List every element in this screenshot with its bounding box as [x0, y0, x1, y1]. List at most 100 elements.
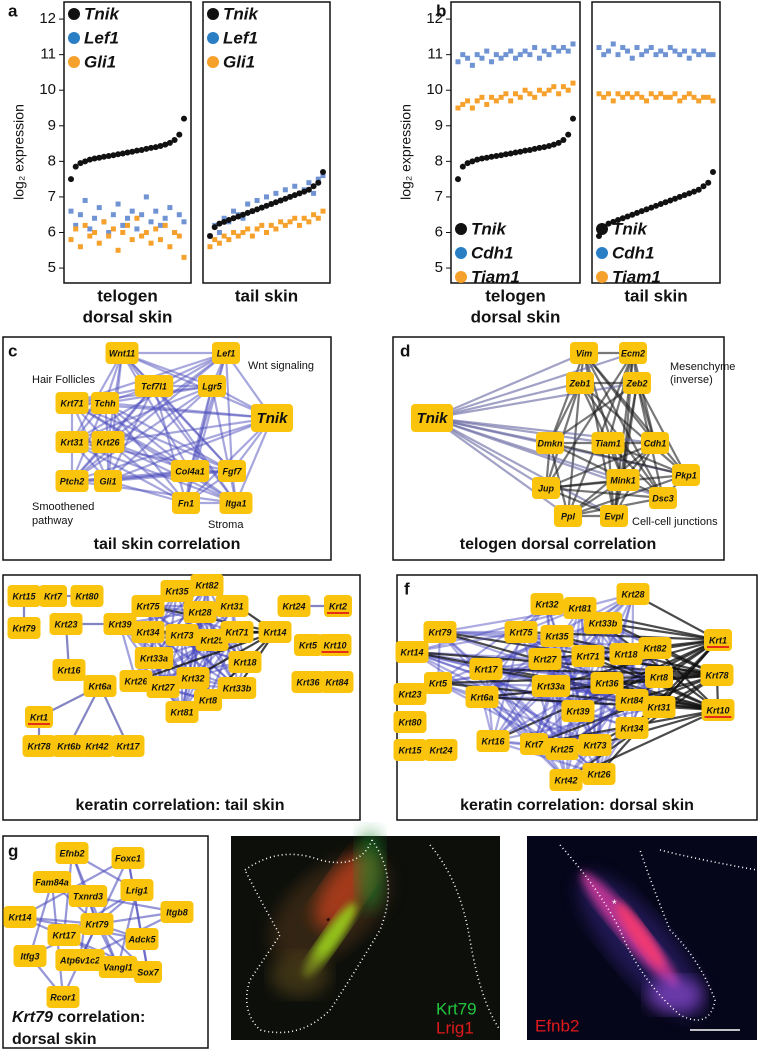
- node-label: Fn1: [178, 498, 194, 508]
- legend-swatch: [207, 56, 219, 68]
- y-tick-label: 7: [48, 188, 56, 205]
- edge: [437, 681, 596, 747]
- point: [245, 226, 251, 232]
- point: [315, 179, 322, 186]
- node-label: Krt79: [428, 627, 451, 637]
- y-tick-label: 10: [39, 81, 56, 98]
- point: [320, 173, 326, 179]
- node: [160, 901, 194, 923]
- legend-label: Lef1: [84, 28, 119, 47]
- node: [52, 735, 86, 757]
- point: [610, 98, 616, 104]
- point: [615, 217, 621, 224]
- point: [629, 211, 636, 218]
- node-label: Txnrd3: [73, 891, 103, 901]
- point: [138, 146, 145, 153]
- legend-label: Tnik: [223, 4, 259, 23]
- point: [541, 48, 547, 54]
- node: [219, 492, 253, 514]
- point: [662, 199, 669, 206]
- node-label: Fam84a: [35, 877, 69, 887]
- point: [254, 197, 260, 203]
- point: [176, 233, 182, 239]
- point: [139, 233, 145, 239]
- point: [455, 105, 461, 111]
- node-label: Adck5: [127, 934, 156, 944]
- point: [96, 205, 102, 211]
- node: [68, 885, 108, 907]
- point: [254, 206, 261, 213]
- legend-label: Cdh1: [471, 243, 514, 262]
- node: [120, 879, 154, 901]
- point: [82, 222, 88, 228]
- node-label: Krt33b: [589, 618, 618, 628]
- point: [264, 229, 269, 235]
- node: [476, 730, 510, 752]
- plot-frame: [450, 1, 581, 284]
- point: [489, 59, 495, 65]
- point: [120, 229, 126, 235]
- point: [244, 209, 251, 216]
- legend-swatch: [455, 271, 467, 283]
- network-frame: [392, 336, 725, 561]
- node: [165, 624, 199, 646]
- point: [658, 91, 664, 97]
- point: [522, 48, 528, 54]
- point: [230, 215, 237, 222]
- legend-swatch: [68, 8, 80, 20]
- edge: [545, 352, 634, 489]
- node-label: Cdh1: [644, 438, 667, 448]
- edge: [70, 852, 120, 968]
- point: [235, 233, 241, 239]
- node: [55, 470, 89, 492]
- node: [134, 375, 174, 397]
- legend-swatch: [207, 32, 219, 44]
- point: [263, 202, 270, 209]
- node: [642, 696, 676, 718]
- point: [527, 52, 533, 58]
- y-tick-label: 5: [48, 259, 56, 276]
- node-label: Krt32: [181, 673, 204, 683]
- node: [504, 621, 538, 643]
- point: [92, 215, 98, 221]
- node-label: Krt28: [621, 589, 644, 599]
- node: [91, 431, 125, 453]
- point: [166, 139, 173, 146]
- edge: [485, 668, 600, 775]
- point: [311, 190, 317, 196]
- point: [596, 91, 602, 97]
- point: [503, 91, 509, 97]
- plot-frame: [591, 1, 721, 284]
- point: [469, 62, 475, 68]
- point: [686, 190, 693, 197]
- node-label: Krt15: [398, 745, 422, 755]
- node: [228, 651, 262, 673]
- point: [634, 45, 640, 51]
- network-caption: tail skin correlation: [94, 536, 241, 553]
- point: [474, 52, 480, 58]
- edge: [533, 655, 589, 745]
- point: [565, 87, 571, 93]
- x-axis-label: dorsal skin: [83, 307, 173, 326]
- point: [653, 52, 659, 58]
- node-label: Krt17: [474, 664, 498, 674]
- edge: [104, 402, 233, 472]
- point: [507, 150, 514, 157]
- node: [55, 431, 89, 453]
- y-tick-label: 11: [427, 46, 443, 63]
- node: [277, 595, 311, 617]
- point: [272, 199, 279, 206]
- point: [560, 45, 566, 51]
- node: [590, 672, 624, 694]
- point: [710, 52, 716, 58]
- node-label: Itga1: [225, 498, 246, 508]
- node-label: Krt35: [545, 631, 569, 641]
- node-label: Krt2: [329, 601, 347, 611]
- point: [691, 94, 697, 100]
- point: [620, 94, 626, 100]
- node: [212, 342, 240, 364]
- network-caption: keratin correlation: dorsal skin: [460, 797, 694, 814]
- node: [198, 375, 226, 397]
- point: [176, 212, 182, 218]
- point: [532, 45, 538, 51]
